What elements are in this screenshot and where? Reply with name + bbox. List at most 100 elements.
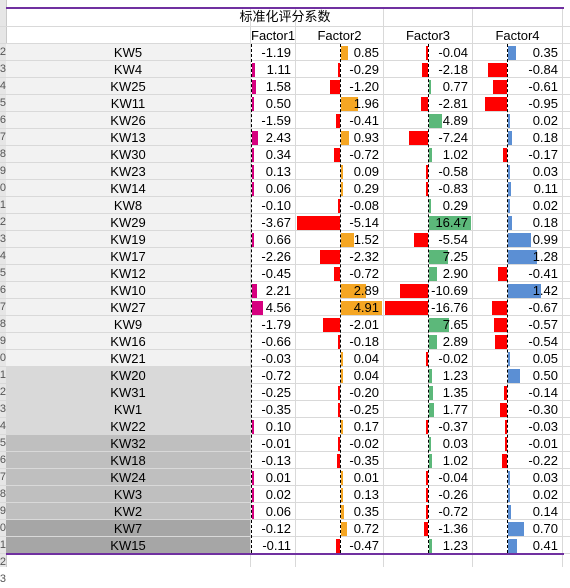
value-cell-f3[interactable]: 1.23 — [442, 538, 468, 553]
value-cell-f4[interactable]: -0.95 — [528, 96, 558, 111]
keyword-cell[interactable]: KW16 — [110, 334, 146, 349]
value-cell-f1[interactable]: -0.11 — [262, 538, 291, 553]
value-cell-f1[interactable]: -0.25 — [261, 385, 291, 400]
value-cell-f2[interactable]: 0.72 — [353, 521, 379, 536]
value-cell-f1[interactable]: 0.13 — [265, 164, 291, 179]
value-cell-f1[interactable]: -0.66 — [261, 334, 291, 349]
row-number[interactable]: 0 — [0, 352, 6, 364]
value-cell-f3[interactable]: 4.89 — [442, 113, 468, 128]
keyword-cell[interactable]: KW32 — [110, 436, 146, 451]
value-cell-f1[interactable]: -1.79 — [261, 317, 291, 332]
value-cell-f2[interactable]: -0.18 — [349, 334, 379, 349]
row-number[interactable]: 7 — [0, 131, 6, 143]
value-cell-f2[interactable]: -2.32 — [349, 249, 379, 264]
value-cell-f4[interactable]: -0.22 — [528, 453, 558, 468]
value-cell-f4[interactable]: 1.28 — [532, 249, 558, 264]
value-cell-f3[interactable]: -0.04 — [438, 470, 468, 485]
keyword-cell[interactable]: KW18 — [110, 453, 146, 468]
keyword-cell[interactable]: KW9 — [113, 317, 143, 332]
value-cell-f4[interactable]: 0.02 — [532, 487, 558, 502]
value-cell-f3[interactable]: 0.03 — [442, 436, 468, 451]
value-cell-f4[interactable]: -0.01 — [528, 436, 558, 451]
value-cell-f3[interactable]: -0.37 — [438, 419, 468, 434]
value-cell-f4[interactable]: 1.42 — [532, 283, 558, 298]
value-cell-f2[interactable]: -0.72 — [349, 266, 379, 281]
keyword-cell[interactable]: KW12 — [110, 266, 146, 281]
keyword-cell[interactable]: KW13 — [110, 130, 146, 145]
value-cell-f3[interactable]: -2.18 — [438, 62, 468, 77]
value-cell-f4[interactable]: -0.57 — [528, 317, 558, 332]
keyword-cell[interactable]: KW2 — [113, 504, 143, 519]
value-cell-f4[interactable]: -0.84 — [528, 62, 558, 77]
keyword-cell[interactable]: KW27 — [110, 300, 146, 315]
value-cell-f3[interactable]: -5.54 — [438, 232, 468, 247]
value-cell-f1[interactable]: 0.10 — [265, 419, 291, 434]
keyword-cell[interactable]: KW10 — [110, 283, 146, 298]
value-cell-f4[interactable]: 0.02 — [532, 113, 558, 128]
keyword-cell[interactable]: KW31 — [110, 385, 146, 400]
row-number[interactable]: 9 — [0, 505, 6, 517]
value-cell-f4[interactable]: -0.67 — [528, 300, 558, 315]
value-cell-f1[interactable]: -0.10 — [261, 198, 291, 213]
value-cell-f2[interactable]: -5.14 — [349, 215, 379, 230]
value-cell-f1[interactable]: 0.01 — [265, 470, 291, 485]
row-number[interactable]: 2 — [0, 386, 6, 398]
value-cell-f4[interactable]: 0.14 — [532, 504, 558, 519]
row-number[interactable]: 3 — [0, 63, 6, 75]
row-number[interactable]: 6 — [0, 454, 6, 466]
row-number[interactable]: 6 — [0, 114, 6, 126]
value-cell-f3[interactable]: 7.65 — [442, 317, 468, 332]
row-number[interactable]: 0 — [0, 182, 6, 194]
value-cell-f2[interactable]: -0.47 — [349, 538, 379, 553]
value-cell-f3[interactable]: 1.35 — [442, 385, 468, 400]
keyword-cell[interactable]: KW14 — [110, 181, 146, 196]
row-number[interactable]: 2 — [0, 556, 6, 568]
value-cell-f2[interactable]: -1.20 — [349, 79, 379, 94]
row-number[interactable]: 4 — [0, 80, 6, 92]
keyword-cell[interactable]: KW23 — [110, 164, 146, 179]
column-header-factor1[interactable]: Factor1 — [251, 28, 296, 43]
value-cell-f3[interactable]: -0.72 — [438, 504, 468, 519]
row-number[interactable]: 8 — [0, 148, 6, 160]
row-number[interactable]: 3 — [0, 573, 6, 585]
value-cell-f4[interactable]: -0.14 — [528, 385, 558, 400]
value-cell-f1[interactable]: 0.06 — [265, 504, 291, 519]
value-cell-f4[interactable]: 0.18 — [532, 130, 558, 145]
row-number[interactable]: 3 — [0, 233, 6, 245]
value-cell-f1[interactable]: -0.12 — [261, 521, 291, 536]
row-number[interactable]: 4 — [0, 250, 6, 262]
row-number[interactable]: 1 — [0, 369, 6, 381]
keyword-cell[interactable]: KW3 — [113, 487, 143, 502]
value-cell-f1[interactable]: 0.66 — [265, 232, 291, 247]
value-cell-f4[interactable]: 0.05 — [532, 351, 558, 366]
value-cell-f4[interactable]: 0.02 — [532, 198, 558, 213]
keyword-cell[interactable]: KW25 — [110, 79, 146, 94]
value-cell-f3[interactable]: 2.89 — [442, 334, 468, 349]
value-cell-f3[interactable]: -2.81 — [438, 96, 468, 111]
keyword-cell[interactable]: KW21 — [110, 351, 146, 366]
value-cell-f1[interactable]: 0.02 — [265, 487, 291, 502]
value-cell-f3[interactable]: 0.29 — [442, 198, 468, 213]
column-header-factor3[interactable]: Factor3 — [405, 28, 451, 43]
keyword-cell[interactable]: KW5 — [113, 45, 143, 60]
value-cell-f2[interactable]: -0.08 — [349, 198, 379, 213]
value-cell-f3[interactable]: 1.23 — [442, 368, 468, 383]
row-number[interactable]: 4 — [0, 420, 6, 432]
value-cell-f4[interactable]: -0.54 — [528, 334, 558, 349]
value-cell-f2[interactable]: 0.09 — [353, 164, 379, 179]
value-cell-f1[interactable]: 0.06 — [265, 181, 291, 196]
value-cell-f1[interactable]: -0.45 — [261, 266, 291, 281]
value-cell-f1[interactable]: -1.19 — [261, 45, 291, 60]
keyword-cell[interactable]: KW24 — [110, 470, 146, 485]
value-cell-f2[interactable]: -0.35 — [349, 453, 379, 468]
value-cell-f1[interactable]: -3.67 — [261, 215, 291, 230]
value-cell-f4[interactable]: -0.03 — [528, 419, 558, 434]
keyword-cell[interactable]: KW19 — [110, 232, 146, 247]
row-number[interactable]: 3 — [0, 403, 6, 415]
value-cell-f1[interactable]: 2.21 — [265, 283, 291, 298]
value-cell-f4[interactable]: -0.61 — [528, 79, 558, 94]
value-cell-f3[interactable]: 7.25 — [442, 249, 468, 264]
value-cell-f2[interactable]: 0.04 — [353, 351, 379, 366]
value-cell-f4[interactable]: 0.18 — [532, 215, 558, 230]
value-cell-f3[interactable]: -0.58 — [438, 164, 468, 179]
